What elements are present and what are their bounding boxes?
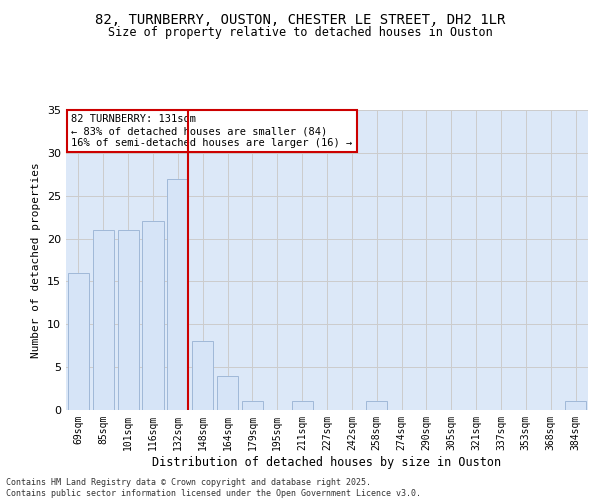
Text: 82, TURNBERRY, OUSTON, CHESTER LE STREET, DH2 1LR: 82, TURNBERRY, OUSTON, CHESTER LE STREET… (95, 12, 505, 26)
Text: Size of property relative to detached houses in Ouston: Size of property relative to detached ho… (107, 26, 493, 39)
Y-axis label: Number of detached properties: Number of detached properties (31, 162, 41, 358)
Bar (118, 230, 139, 410)
Bar (242, 402, 263, 410)
Bar (68, 273, 89, 410)
Text: Contains HM Land Registry data © Crown copyright and database right 2025.
Contai: Contains HM Land Registry data © Crown c… (6, 478, 421, 498)
Bar (142, 222, 164, 410)
Bar (217, 376, 238, 410)
Bar (292, 402, 313, 410)
Bar (192, 342, 213, 410)
Bar (167, 178, 188, 410)
Bar (366, 402, 387, 410)
X-axis label: Distribution of detached houses by size in Ouston: Distribution of detached houses by size … (152, 456, 502, 468)
Text: 82 TURNBERRY: 131sqm
← 83% of detached houses are smaller (84)
16% of semi-detac: 82 TURNBERRY: 131sqm ← 83% of detached h… (71, 114, 352, 148)
Bar (93, 230, 114, 410)
Bar (565, 402, 586, 410)
